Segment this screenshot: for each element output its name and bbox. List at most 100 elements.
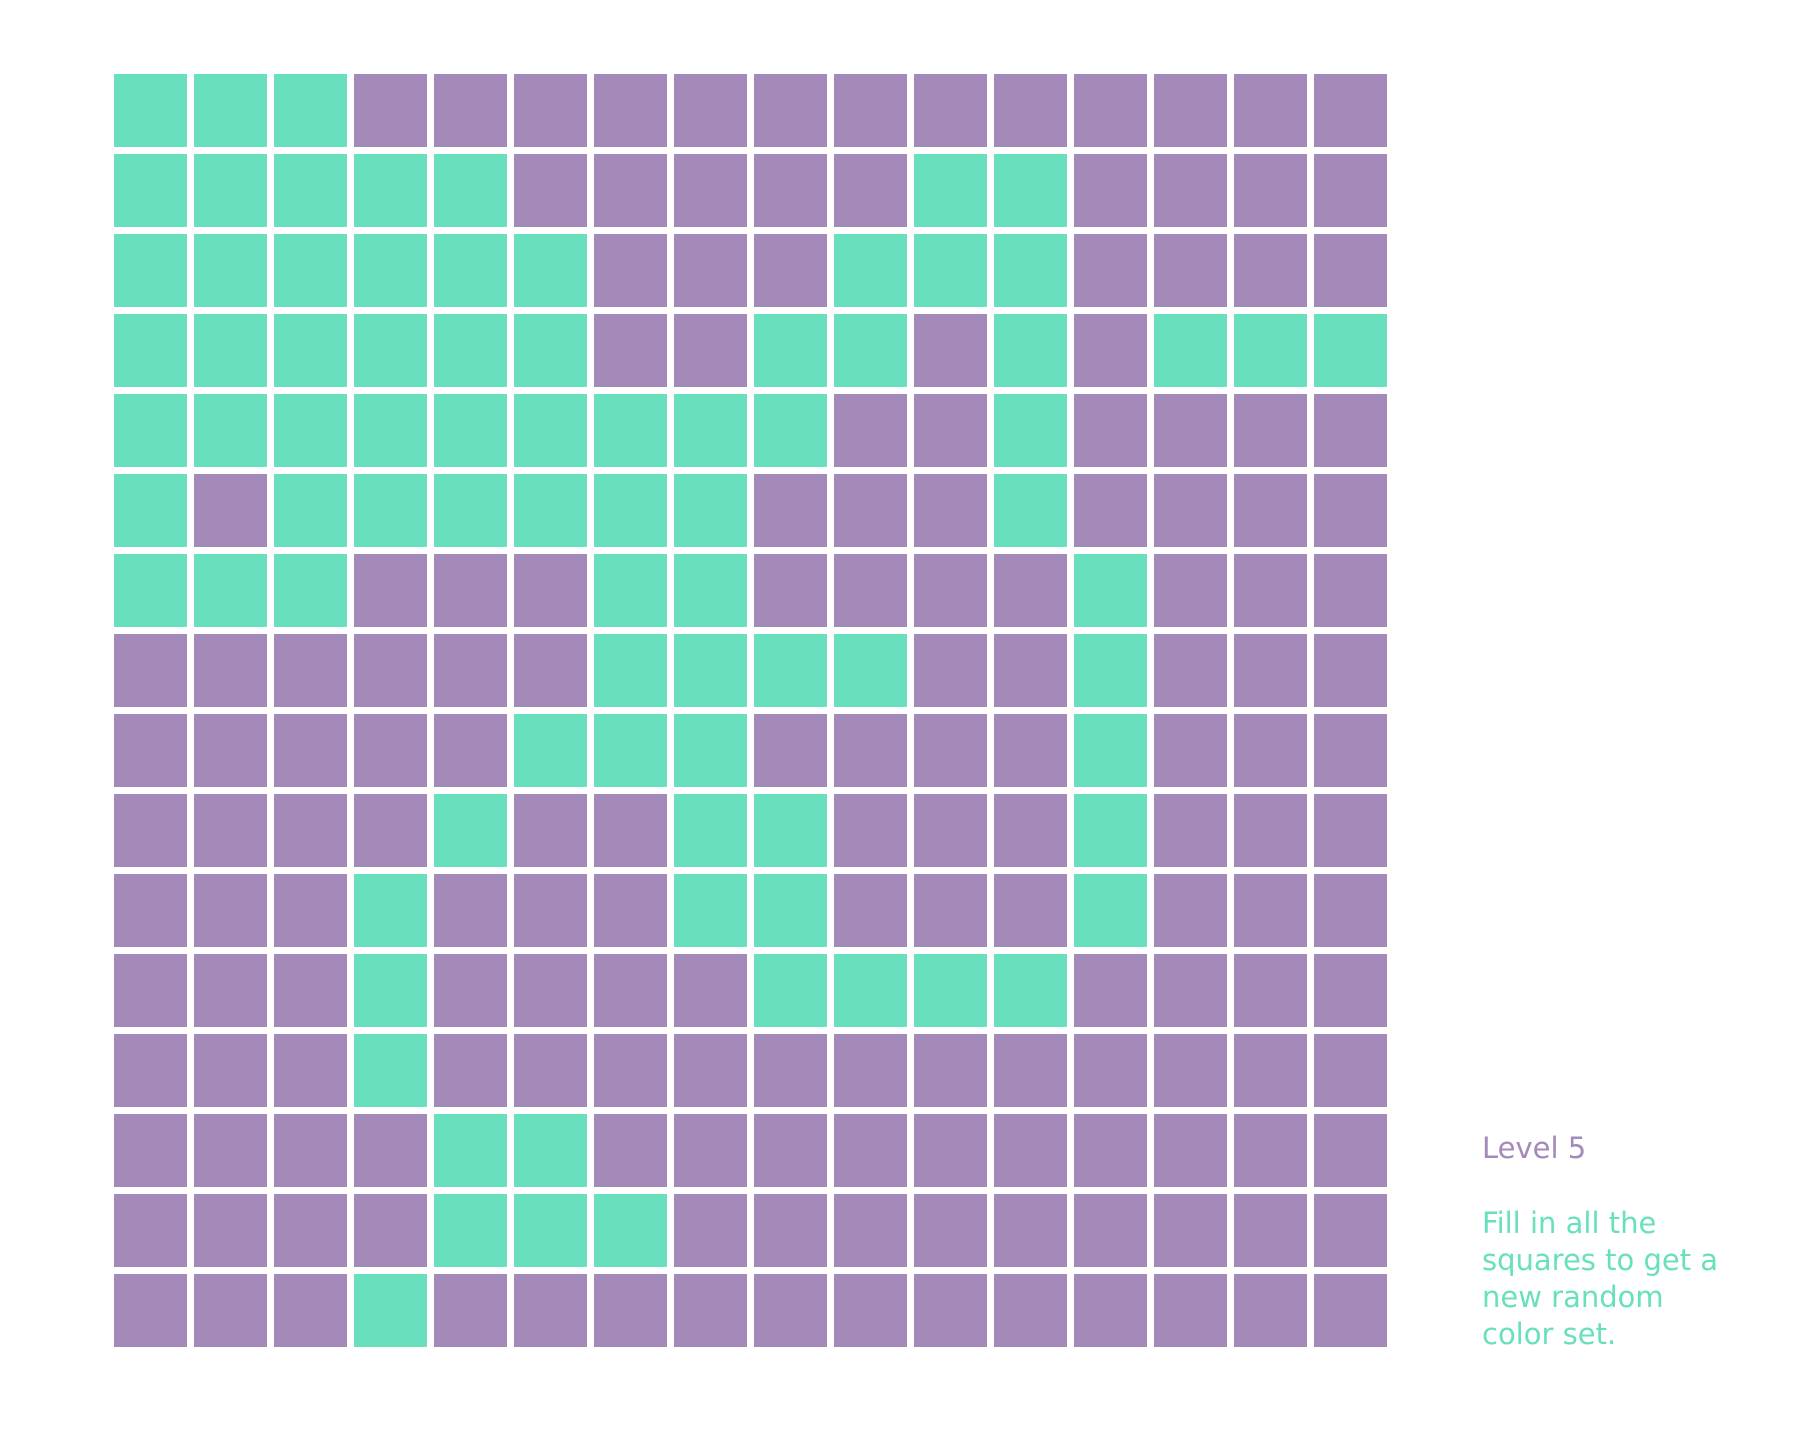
grid-cell[interactable] bbox=[274, 394, 347, 467]
grid-cell[interactable] bbox=[114, 634, 187, 707]
grid-cell[interactable] bbox=[1234, 74, 1307, 147]
grid-cell[interactable] bbox=[354, 1114, 427, 1187]
grid-cell[interactable] bbox=[1234, 714, 1307, 787]
grid-cell[interactable] bbox=[754, 794, 827, 867]
grid-cell[interactable] bbox=[194, 634, 267, 707]
grid-cell[interactable] bbox=[674, 154, 747, 227]
grid-cell[interactable] bbox=[434, 1034, 507, 1107]
grid-cell[interactable] bbox=[434, 314, 507, 387]
grid-cell[interactable] bbox=[434, 794, 507, 867]
grid-cell[interactable] bbox=[114, 154, 187, 227]
grid-cell[interactable] bbox=[1074, 1194, 1147, 1267]
grid-cell[interactable] bbox=[754, 874, 827, 947]
grid-cell[interactable] bbox=[1154, 234, 1227, 307]
grid-cell[interactable] bbox=[114, 74, 187, 147]
grid-cell[interactable] bbox=[274, 234, 347, 307]
grid-cell[interactable] bbox=[434, 474, 507, 547]
grid-cell[interactable] bbox=[274, 314, 347, 387]
grid-cell[interactable] bbox=[114, 234, 187, 307]
grid-cell[interactable] bbox=[354, 714, 427, 787]
grid-cell[interactable] bbox=[674, 1114, 747, 1187]
grid-cell[interactable] bbox=[834, 474, 907, 547]
grid-cell[interactable] bbox=[594, 1274, 667, 1347]
grid-cell[interactable] bbox=[1074, 1114, 1147, 1187]
grid-cell[interactable] bbox=[674, 874, 747, 947]
grid-cell[interactable] bbox=[914, 874, 987, 947]
grid-cell[interactable] bbox=[514, 634, 587, 707]
grid-cell[interactable] bbox=[594, 1114, 667, 1187]
grid-cell[interactable] bbox=[754, 74, 827, 147]
grid-cell[interactable] bbox=[434, 554, 507, 627]
grid-cell[interactable] bbox=[274, 1274, 347, 1347]
grid-cell[interactable] bbox=[674, 394, 747, 467]
grid-cell[interactable] bbox=[1234, 874, 1307, 947]
grid-cell[interactable] bbox=[834, 634, 907, 707]
grid-cell[interactable] bbox=[1234, 554, 1307, 627]
grid-cell[interactable] bbox=[514, 1114, 587, 1187]
grid-cell[interactable] bbox=[114, 474, 187, 547]
grid-cell[interactable] bbox=[1154, 1194, 1227, 1267]
grid-cell[interactable] bbox=[354, 1034, 427, 1107]
grid-cell[interactable] bbox=[354, 954, 427, 1027]
grid-cell[interactable] bbox=[594, 874, 667, 947]
grid-cell[interactable] bbox=[434, 234, 507, 307]
grid-cell[interactable] bbox=[1074, 474, 1147, 547]
grid-cell[interactable] bbox=[674, 714, 747, 787]
grid-cell[interactable] bbox=[834, 554, 907, 627]
grid-cell[interactable] bbox=[994, 714, 1067, 787]
grid-cell[interactable] bbox=[114, 1034, 187, 1107]
grid-cell[interactable] bbox=[114, 794, 187, 867]
grid-cell[interactable] bbox=[834, 314, 907, 387]
grid-cell[interactable] bbox=[1074, 234, 1147, 307]
grid-cell[interactable] bbox=[514, 1194, 587, 1267]
grid-cell[interactable] bbox=[914, 1114, 987, 1187]
grid-cell[interactable] bbox=[914, 314, 987, 387]
grid-cell[interactable] bbox=[994, 634, 1067, 707]
grid-cell[interactable] bbox=[1154, 554, 1227, 627]
grid-cell[interactable] bbox=[914, 954, 987, 1027]
grid-cell[interactable] bbox=[1154, 954, 1227, 1027]
grid-cell[interactable] bbox=[114, 554, 187, 627]
grid-cell[interactable] bbox=[594, 314, 667, 387]
grid-cell[interactable] bbox=[594, 234, 667, 307]
grid-cell[interactable] bbox=[754, 634, 827, 707]
grid-cell[interactable] bbox=[994, 874, 1067, 947]
grid-cell[interactable] bbox=[594, 154, 667, 227]
grid-cell[interactable] bbox=[514, 394, 587, 467]
grid-cell[interactable] bbox=[834, 394, 907, 467]
grid-cell[interactable] bbox=[354, 794, 427, 867]
grid-cell[interactable] bbox=[274, 474, 347, 547]
grid-cell[interactable] bbox=[834, 1114, 907, 1187]
grid-cell[interactable] bbox=[514, 314, 587, 387]
grid-cell[interactable] bbox=[274, 1194, 347, 1267]
grid-cell[interactable] bbox=[754, 714, 827, 787]
grid-cell[interactable] bbox=[514, 554, 587, 627]
grid-cell[interactable] bbox=[514, 714, 587, 787]
grid-cell[interactable] bbox=[594, 74, 667, 147]
grid-cell[interactable] bbox=[1074, 554, 1147, 627]
grid-cell[interactable] bbox=[114, 1114, 187, 1187]
grid-cell[interactable] bbox=[1154, 714, 1227, 787]
grid-cell[interactable] bbox=[674, 74, 747, 147]
grid-cell[interactable] bbox=[994, 1274, 1067, 1347]
grid-cell[interactable] bbox=[514, 954, 587, 1027]
grid-cell[interactable] bbox=[1074, 1034, 1147, 1107]
grid-cell[interactable] bbox=[1074, 74, 1147, 147]
grid-cell[interactable] bbox=[914, 1274, 987, 1347]
grid-cell[interactable] bbox=[194, 1274, 267, 1347]
grid-cell[interactable] bbox=[1074, 314, 1147, 387]
grid-cell[interactable] bbox=[274, 554, 347, 627]
grid-cell[interactable] bbox=[434, 1114, 507, 1187]
grid-cell[interactable] bbox=[1234, 474, 1307, 547]
grid-cell[interactable] bbox=[1234, 634, 1307, 707]
grid-cell[interactable] bbox=[914, 154, 987, 227]
grid-cell[interactable] bbox=[1314, 1274, 1387, 1347]
grid-cell[interactable] bbox=[674, 314, 747, 387]
grid-cell[interactable] bbox=[1314, 634, 1387, 707]
grid-cell[interactable] bbox=[354, 234, 427, 307]
grid-cell[interactable] bbox=[1314, 1114, 1387, 1187]
grid-cell[interactable] bbox=[674, 474, 747, 547]
grid-cell[interactable] bbox=[594, 474, 667, 547]
grid-cell[interactable] bbox=[354, 874, 427, 947]
grid-cell[interactable] bbox=[674, 1274, 747, 1347]
